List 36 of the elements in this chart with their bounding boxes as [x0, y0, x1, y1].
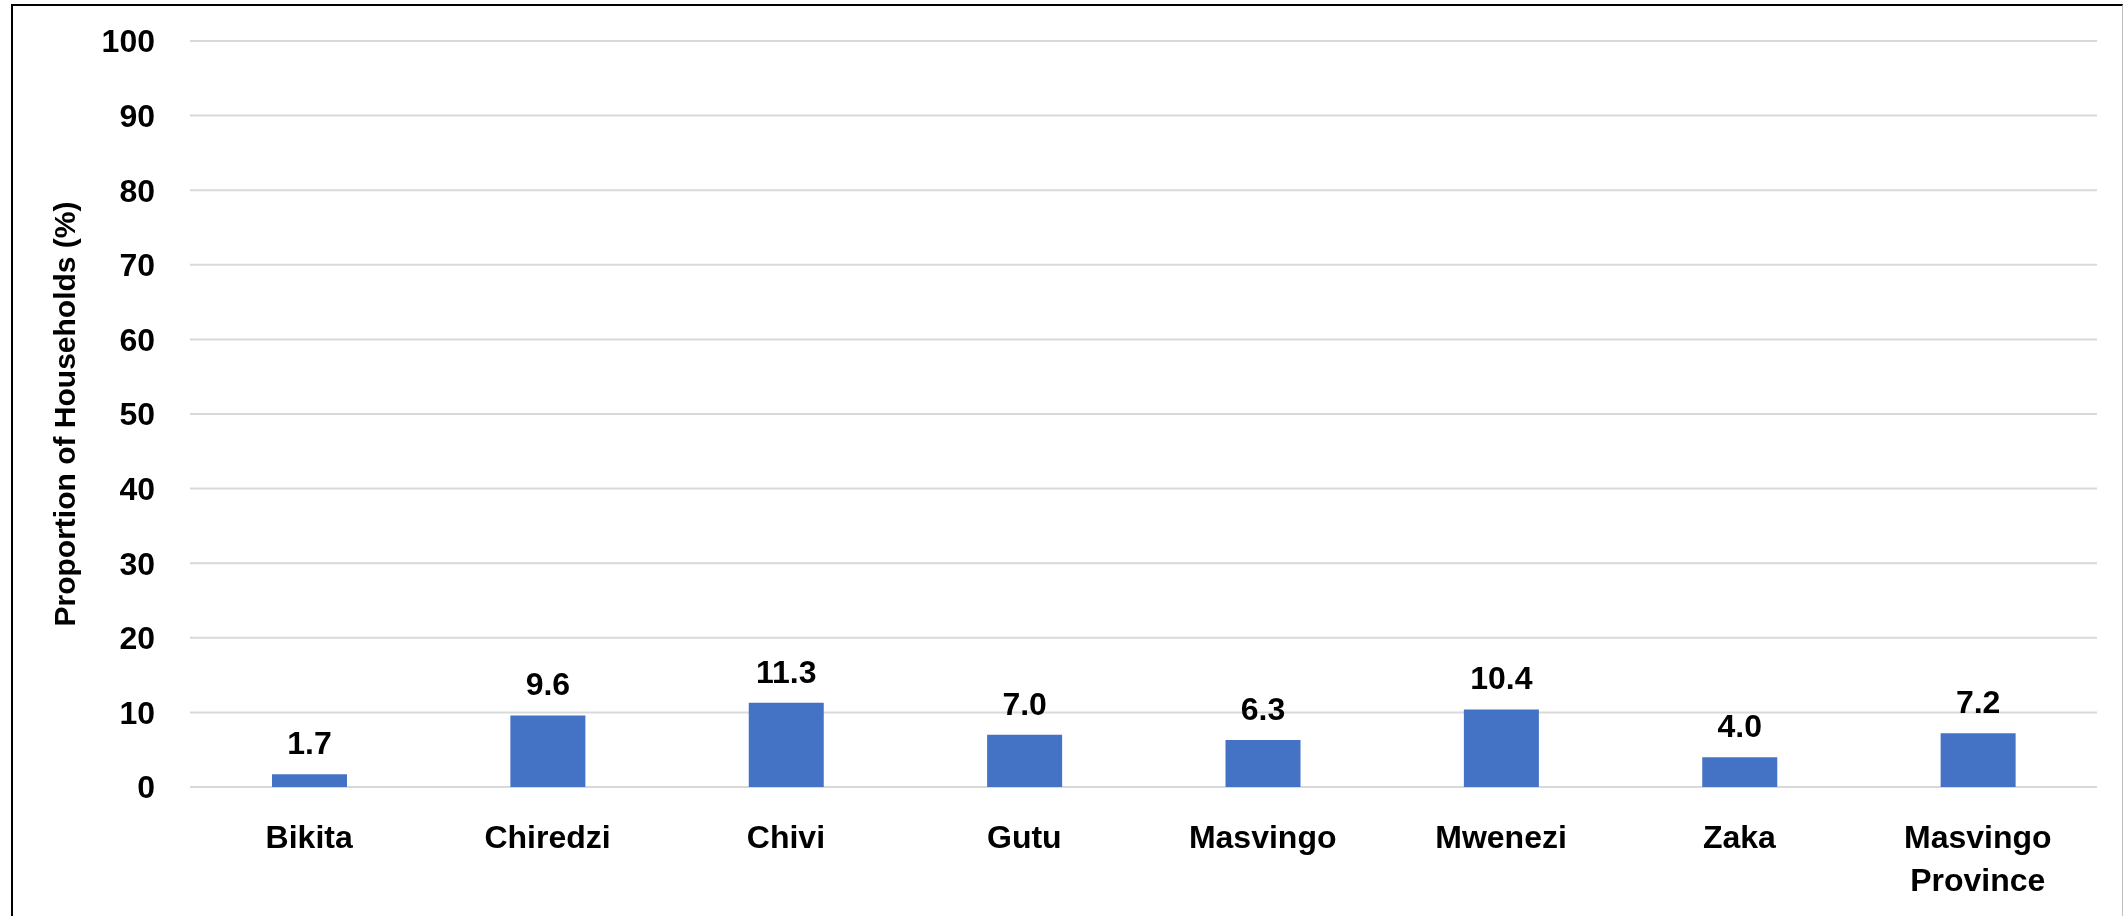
x-tick-label: Chivi — [746, 819, 826, 855]
y-tick-label: 100 — [101, 23, 155, 60]
y-tick-label: 20 — [119, 620, 155, 657]
bar — [510, 715, 586, 787]
bar — [1463, 709, 1539, 787]
bar — [987, 734, 1063, 787]
y-tick-label: 90 — [119, 97, 155, 134]
x-tick-label: Masvingo — [1188, 819, 1337, 855]
y-tick-label: 0 — [137, 769, 155, 806]
data-label: 7.2 — [1955, 684, 2001, 721]
x-tick-label: Masvingo Province — [1904, 819, 2052, 898]
data-label: 11.3 — [755, 653, 817, 690]
y-tick-label: 50 — [119, 396, 155, 433]
data-label: 9.6 — [525, 666, 571, 703]
x-tick-label: Gutu — [986, 819, 1062, 855]
x-tick-label: Zaka — [1702, 819, 1777, 855]
y-axis-title: Proportion of Households (%) — [47, 201, 81, 627]
bar — [1702, 757, 1778, 787]
y-tick-label: 10 — [119, 694, 155, 731]
data-label: 1.7 — [287, 725, 332, 762]
bar — [748, 702, 824, 787]
bar — [272, 774, 347, 787]
y-tick-label: 60 — [119, 321, 155, 358]
y-tick-label: 30 — [119, 545, 155, 582]
y-tick-label: 80 — [119, 172, 155, 209]
x-tick-label: Bikita — [265, 819, 353, 855]
x-tick-label: Chiredzi — [484, 819, 611, 855]
bar — [1940, 733, 2016, 787]
y-tick-label: 40 — [119, 470, 155, 507]
y-tick-label: 70 — [119, 247, 155, 284]
data-label: 6.3 — [1240, 691, 1286, 727]
x-tick-label: Mwenezi — [1435, 819, 1567, 855]
bar — [1225, 740, 1301, 787]
data-label: 7.0 — [1002, 685, 1047, 722]
data-label: 10.4 — [1470, 660, 1533, 697]
data-label: 4.0 — [1717, 708, 1762, 745]
